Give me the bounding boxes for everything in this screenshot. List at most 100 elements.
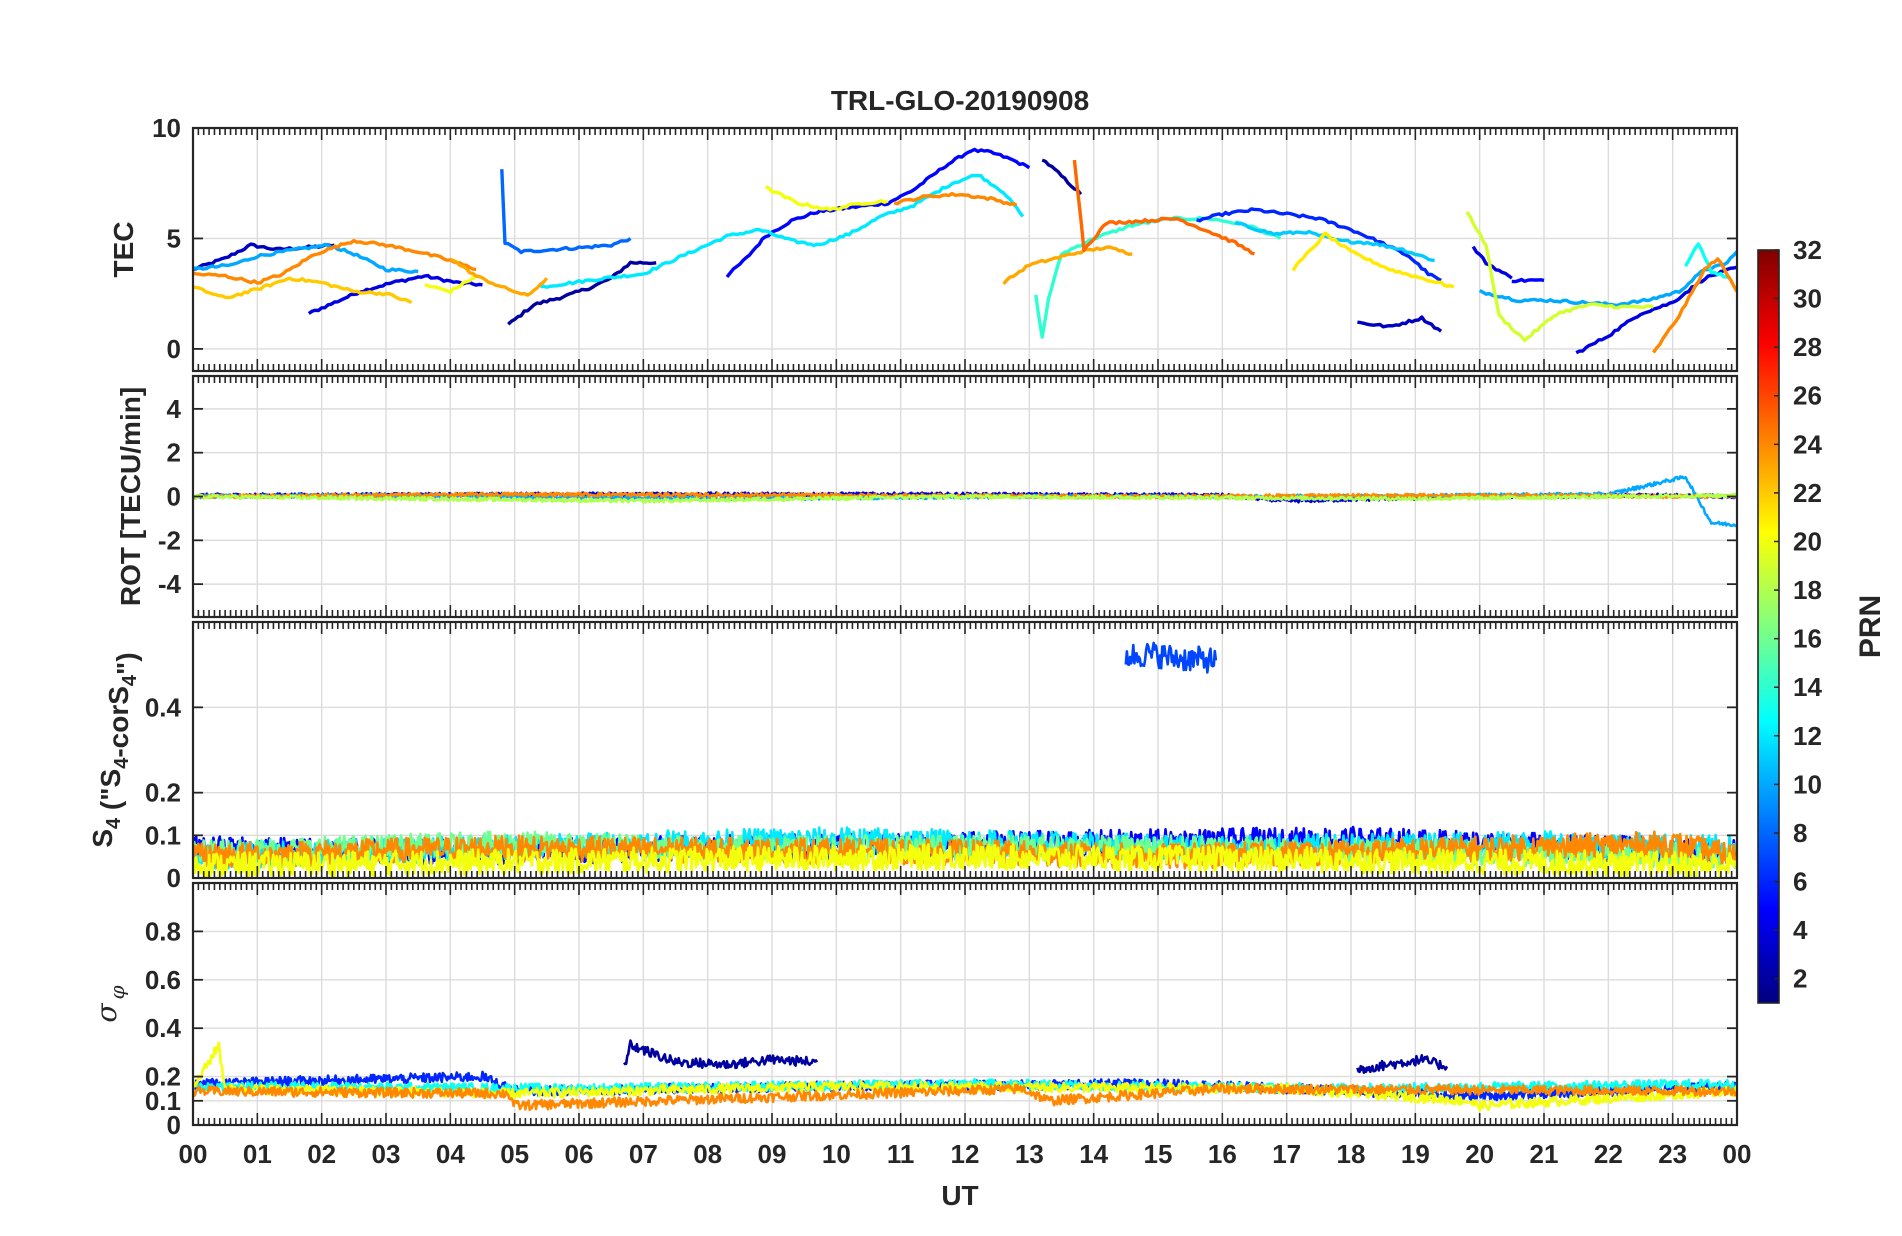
sigma-line-prn-2 <box>1356 1054 1449 1074</box>
tec-line-prn-24 <box>893 191 1018 207</box>
x-tick-label: 06 <box>565 1139 594 1169</box>
tec-line-prn-23 <box>1002 245 1133 285</box>
panel-sigma: 00.10.2 0.4 0.6 0.8 σφ <box>90 881 1739 1140</box>
x-tick-label: 00 <box>1723 1139 1752 1169</box>
x-tick-label: 12 <box>951 1139 980 1169</box>
colorbar-tick-label: 10 <box>1793 769 1822 799</box>
tec-line-prn-8 <box>500 169 632 255</box>
x-tick-label: 07 <box>629 1139 658 1169</box>
colorbar-tick-label: 6 <box>1793 867 1807 897</box>
x-tick-label: 02 <box>307 1139 336 1169</box>
colorbar-tick-label: 20 <box>1793 526 1822 556</box>
tec-x-ticks <box>192 128 1738 371</box>
s4-line-prn-7 <box>1124 641 1218 674</box>
x-tick-labels: 00 01 02 03 04 05 06 07 08 09 10 11 12 13 14 15 16 17 18 19… <box>179 1139 1752 1169</box>
tec-grid <box>192 127 1738 371</box>
colorbar-tick-label: 32 <box>1793 235 1822 265</box>
tec-line-prn-10 <box>193 242 419 274</box>
s4-y-tick-label: 0.1 <box>145 820 181 850</box>
sigma-y-tick-label: 0.6 <box>145 965 181 995</box>
x-tick-label: 14 <box>1079 1139 1108 1169</box>
tec-y-tick-label: 0 <box>167 334 181 364</box>
colorbar-tick-label: 24 <box>1793 429 1822 459</box>
tec-y-axis-label: TEC <box>108 222 139 278</box>
x-tick-label: 23 <box>1658 1139 1687 1169</box>
colorbar-tick-label: 30 <box>1793 284 1822 314</box>
x-tick-label: 22 <box>1594 1139 1623 1169</box>
tec-line-prn-25 <box>1072 159 1255 256</box>
sigma-x-ticks <box>192 883 1738 1125</box>
rot-y-tick-label: 0 <box>167 482 181 512</box>
x-tick-label: 17 <box>1272 1139 1301 1169</box>
tec-line-prn-24 <box>193 238 477 285</box>
tec-line-prn-2 <box>507 260 657 326</box>
rot-y-tick-label: 2 <box>167 438 181 468</box>
colorbar-gradient <box>1757 249 1780 1004</box>
colorbar-tick-label: 18 <box>1793 575 1822 605</box>
colorbar-tick-label: 12 <box>1793 721 1822 751</box>
rot-series <box>193 475 1737 528</box>
panel-rot: -4 -2 0 2 4 ROT [TECU/min] <box>115 374 1739 619</box>
s4-y-tick-label: 0.2 <box>145 778 181 808</box>
rot-y-axis-label: ROT [TECU/min] <box>115 387 146 606</box>
s4-y-tick-label: 0.4 <box>145 692 182 722</box>
x-tick-label: 00 <box>179 1139 208 1169</box>
tec-series <box>193 147 1737 355</box>
x-tick-label: 08 <box>693 1139 722 1169</box>
x-tick-label: 21 <box>1530 1139 1559 1169</box>
rot-y-tick-label: -4 <box>158 569 182 599</box>
rot-line-prn-18 <box>193 492 1737 504</box>
chart-title: TRL-GLO-20190908 <box>831 85 1089 116</box>
tec-line-prn-13 <box>1684 242 1732 280</box>
s4-y-tick-label: 0 <box>167 863 181 893</box>
sigma-y-axis-label: σφ <box>90 985 129 1022</box>
rot-y-tick-label: 4 <box>167 394 182 424</box>
tec-line-prn-5 <box>1511 277 1545 284</box>
tec-line-prn-6 <box>1196 207 1442 282</box>
x-tick-label: 16 <box>1208 1139 1237 1169</box>
s4-x-ticks <box>192 622 1738 878</box>
colorbar-tick-label: 8 <box>1793 818 1807 848</box>
tec-line-prn-20 <box>424 274 478 295</box>
sigma-line-prn-2 <box>623 1039 819 1070</box>
tec-line-prn-12 <box>540 173 1025 289</box>
tec-line-prn-21 <box>1291 231 1455 289</box>
s4-y-axis-label: S4 ("S4-corS4") <box>87 652 142 847</box>
sigma-series <box>193 1039 1737 1112</box>
tec-line-prn-4 <box>1471 245 1513 280</box>
tec-line-prn-5 <box>725 147 1031 279</box>
colorbar-tick-label: 26 <box>1793 381 1822 411</box>
rot-y-tick-label: -2 <box>158 525 181 555</box>
x-tick-label: 20 <box>1465 1139 1494 1169</box>
sigma-line-prn-24 <box>193 1082 1737 1112</box>
tec-line-prn-20 <box>764 185 889 212</box>
tec-line-prn-23 <box>449 257 549 297</box>
sigma-y-tick-label: 0.1 <box>145 1086 181 1116</box>
x-tick-label: 09 <box>758 1139 787 1169</box>
tec-line-prn-22 <box>193 276 413 305</box>
x-tick-label: 10 <box>822 1139 851 1169</box>
x-tick-label: 18 <box>1337 1139 1366 1169</box>
x-tick-label: 04 <box>436 1139 465 1169</box>
colorbar-tick-label: 14 <box>1793 672 1822 702</box>
sigma-y-tick-label: 0 <box>167 1110 181 1140</box>
panel-tec: 0 5 10 TEC <box>108 113 1739 373</box>
tec-line-prn-19 <box>1465 210 1654 343</box>
tec-line-prn-24 <box>1651 257 1737 354</box>
x-tick-label: 01 <box>243 1139 272 1169</box>
tec-line-prn-4 <box>1575 265 1737 355</box>
colorbar-tick-label: 22 <box>1793 478 1822 508</box>
x-axis-label: UT <box>941 1180 978 1211</box>
colorbar-tick-label: 28 <box>1793 332 1822 362</box>
panel-s4: 0 0.1 0.2 0.4S4 ("S4-corS4") <box>87 620 1739 893</box>
tec-line-prn-2 <box>1041 158 1083 196</box>
sigma-y-tick-label: 0.4 <box>145 1013 182 1043</box>
x-tick-label: 03 <box>372 1139 401 1169</box>
tec-line-prn-4 <box>307 273 483 315</box>
tec-y-tick-label: 10 <box>152 113 181 143</box>
sigma-y-tick-label: 0.2 <box>145 1062 181 1092</box>
colorbar-label: PRN <box>1854 595 1887 658</box>
x-tick-label: 13 <box>1015 1139 1044 1169</box>
